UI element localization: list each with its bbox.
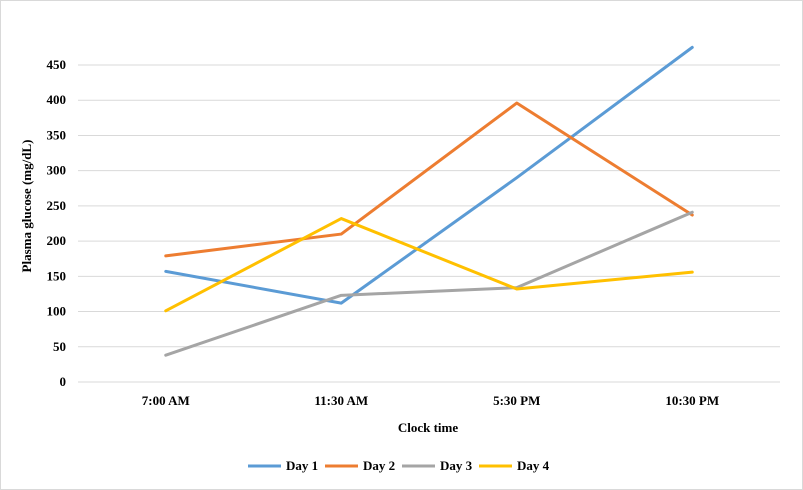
x-axis-ticks: 7:00 AM 11:30 AM 5:30 PM 10:30 PM: [142, 393, 719, 408]
x-tick-label: 11:30 AM: [314, 393, 368, 408]
series-line-day-3: [164, 210, 694, 357]
gridlines: [78, 64, 780, 383]
x-axis-title: Clock time: [398, 420, 459, 435]
legend-label-day-1: Day 1: [286, 458, 318, 473]
y-axis-ticks: 0 50 100 150 200 250 300 350 400 450: [47, 57, 67, 389]
series-line-day-1: [164, 45, 694, 305]
y-tick-label: 200: [47, 233, 67, 248]
y-tick-label: 100: [47, 304, 67, 319]
y-tick-label: 450: [47, 57, 67, 72]
x-tick-label: 5:30 PM: [493, 393, 540, 408]
y-tick-label: 350: [47, 127, 67, 142]
y-tick-label: 150: [47, 268, 67, 283]
legend-label-day-3: Day 3: [440, 458, 473, 473]
series-line-day-4: [164, 217, 694, 313]
y-axis-title: Plasma glucose (mg/dL): [19, 140, 34, 273]
x-tick-label: 7:00 AM: [142, 393, 190, 408]
series-line-day-2: [164, 101, 694, 258]
y-tick-label: 300: [47, 163, 67, 178]
y-tick-label: 50: [53, 339, 66, 354]
x-tick-label: 10:30 PM: [665, 393, 719, 408]
series-lines: [164, 45, 694, 357]
legend-label-day-4: Day 4: [517, 458, 550, 473]
legend: Day 1 Day 2 Day 3 Day 4: [248, 458, 550, 473]
legend-label-day-2: Day 2: [363, 458, 395, 473]
y-tick-label: 250: [47, 198, 67, 213]
y-tick-label: 400: [47, 92, 67, 107]
y-tick-label: 0: [60, 374, 67, 389]
